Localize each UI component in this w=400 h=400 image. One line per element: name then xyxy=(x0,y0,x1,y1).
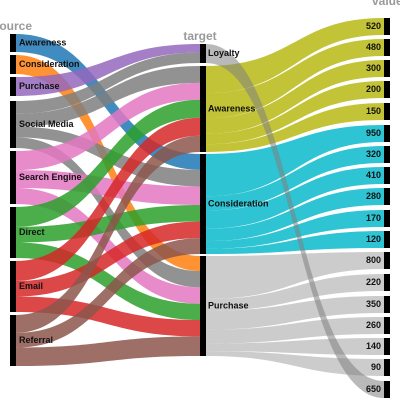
value-node-label-220: 220 xyxy=(366,277,381,287)
value-node-label-520: 520 xyxy=(366,21,381,31)
link-consideration-to-value-950 xyxy=(206,125,384,197)
target-node-label-loyalty: Loyalty xyxy=(208,48,240,58)
source-node-label-social-media: Social Media xyxy=(19,119,75,129)
target-node-label-purchase: Purchase xyxy=(208,300,249,310)
link-consideration-to-value-410 xyxy=(206,167,384,229)
value-node-label-480: 480 xyxy=(366,42,381,52)
link-direct-to-consideration xyxy=(16,204,200,243)
link-consideration-to-value-320 xyxy=(206,146,384,211)
target-node-loyalty xyxy=(200,44,206,63)
value-node-480 xyxy=(384,39,390,56)
target-node-label-awareness: Awareness xyxy=(208,103,255,113)
target-node-label-consideration: Consideration xyxy=(208,198,269,208)
link-purchase-to-value-220 xyxy=(206,274,384,311)
link-email-to-awareness xyxy=(16,117,200,281)
value-node-label-410: 410 xyxy=(366,170,381,180)
link-awareness-to-value-200 xyxy=(206,81,384,145)
value-node-label-150: 150 xyxy=(366,106,381,116)
value-node-label-320: 320 xyxy=(366,149,381,159)
link-loyalty-to-value-650 xyxy=(206,44,384,398)
value-node-label-350: 350 xyxy=(366,299,381,309)
value-node-label-950: 950 xyxy=(366,128,381,138)
value-node-label-300: 300 xyxy=(366,63,381,73)
link-search-engine-to-awareness xyxy=(16,82,200,171)
source-column-title: source xyxy=(0,19,32,33)
link-purchase-to-value-90 xyxy=(206,351,384,376)
link-referral-to-purchase xyxy=(16,336,200,366)
source-node-label-search-engine: Search Engine xyxy=(19,172,82,182)
value-node-label-170: 170 xyxy=(366,213,381,223)
link-search-engine-to-purchase xyxy=(16,188,200,304)
sankey-links xyxy=(16,18,384,398)
source-node-label-purchase: Purchase xyxy=(19,81,60,91)
link-consideration-to-value-120 xyxy=(206,231,384,254)
source-node-email xyxy=(10,261,16,312)
value-node-label-280: 280 xyxy=(366,191,381,201)
value-node-label-140: 140 xyxy=(366,341,381,351)
value-node-950 xyxy=(384,125,390,142)
source-node-label-awareness: Awareness xyxy=(19,37,66,47)
value-node-label-650: 650 xyxy=(366,384,381,394)
value-node-140 xyxy=(384,338,390,355)
link-referral-to-awareness xyxy=(16,135,200,333)
link-search-engine-to-consideration xyxy=(16,170,200,205)
sankey-nodes xyxy=(10,18,390,398)
link-purchase-to-value-800 xyxy=(206,252,384,300)
value-node-200 xyxy=(384,81,390,98)
value-node-label-120: 120 xyxy=(366,234,381,244)
value-node-800 xyxy=(384,252,390,269)
target-node-awareness xyxy=(200,66,206,152)
value-node-label-200: 200 xyxy=(366,84,381,94)
link-purchase-to-value-260 xyxy=(206,317,384,344)
value-node-320 xyxy=(384,146,390,163)
value-node-90 xyxy=(384,359,390,376)
link-referral-to-consideration xyxy=(16,238,200,348)
source-node-social-media xyxy=(10,101,16,148)
value-node-label-800: 800 xyxy=(366,255,381,265)
source-node-label-email: Email xyxy=(19,281,43,291)
target-column-title: target xyxy=(183,29,216,43)
source-node-label-referral: Referral xyxy=(19,335,53,345)
link-social-media-to-awareness xyxy=(16,66,200,127)
source-node-direct xyxy=(10,207,16,258)
value-node-280 xyxy=(384,188,390,205)
source-node-purchase xyxy=(10,77,16,96)
target-node-consideration xyxy=(200,154,206,254)
value-node-300 xyxy=(384,60,390,77)
link-purchase-to-loyalty xyxy=(16,44,200,96)
value-node-650 xyxy=(384,381,390,398)
value-node-350 xyxy=(384,296,390,313)
value-node-170 xyxy=(384,210,390,227)
value-node-label-260: 260 xyxy=(366,320,381,330)
sankey-labels: Awareness Consideration Purchase Social Med… xyxy=(19,21,381,394)
source-node-label-direct: Direct xyxy=(19,227,45,237)
target-node-purchase xyxy=(200,256,206,356)
source-node-referral xyxy=(10,315,16,366)
value-node-520 xyxy=(384,18,390,35)
link-direct-to-awareness xyxy=(16,99,200,227)
link-awareness-to-value-520 xyxy=(206,18,384,94)
value-node-label-90: 90 xyxy=(371,362,381,372)
link-email-to-consideration xyxy=(16,221,200,297)
link-social-media-to-loyalty xyxy=(16,52,200,114)
source-node-consideration xyxy=(10,55,16,74)
link-social-media-to-purchase xyxy=(16,137,200,288)
value-node-150 xyxy=(384,103,390,120)
value-node-410 xyxy=(384,167,390,184)
link-purchase-to-value-350 xyxy=(206,296,384,330)
value-node-260 xyxy=(384,317,390,334)
link-awareness-to-value-150 xyxy=(206,103,384,152)
link-awareness-to-value-300 xyxy=(206,60,384,134)
source-node-label-consideration: Consideration xyxy=(19,59,80,69)
source-node-search-engine xyxy=(10,151,16,204)
value-node-120 xyxy=(384,231,390,248)
source-node-awareness xyxy=(10,34,16,52)
value-node-220 xyxy=(384,274,390,291)
value-column-title: value xyxy=(372,0,400,8)
